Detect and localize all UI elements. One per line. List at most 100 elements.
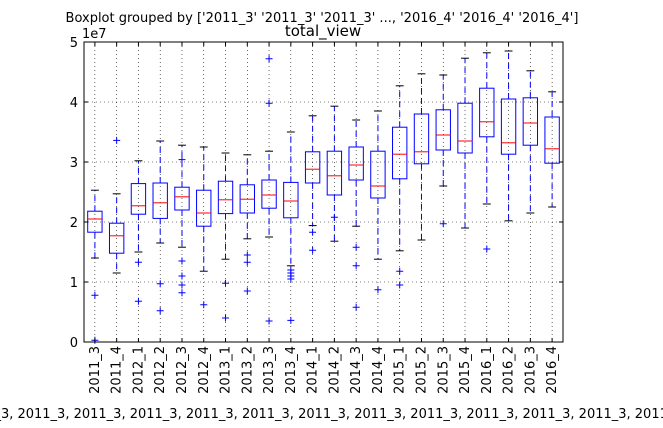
x-tick-label: 2015_1 bbox=[393, 346, 408, 394]
box-iqr bbox=[522, 97, 539, 146]
flier-marker bbox=[287, 316, 295, 324]
box-iqr bbox=[130, 183, 147, 215]
box-2012_3 bbox=[174, 144, 190, 297]
box-iqr bbox=[479, 87, 495, 138]
box-iqr bbox=[392, 126, 408, 180]
flier-marker bbox=[352, 243, 360, 251]
boxes-layer bbox=[87, 50, 560, 344]
box-2014_3 bbox=[348, 119, 364, 311]
y-tick-label: 1 bbox=[70, 276, 78, 291]
y-tick-label: 4 bbox=[70, 96, 78, 111]
box-2014_1 bbox=[304, 115, 321, 254]
flier-marker bbox=[243, 251, 251, 259]
box-2014_4 bbox=[370, 110, 386, 294]
flier-marker bbox=[178, 156, 186, 164]
x-tick-label: 2012_2 bbox=[153, 346, 168, 394]
flier-marker bbox=[156, 307, 164, 315]
flier-marker bbox=[374, 286, 382, 294]
x-tick-label: 2014_1 bbox=[306, 346, 321, 394]
flier-marker bbox=[134, 297, 142, 305]
box-iqr bbox=[217, 180, 234, 215]
box-2015_1 bbox=[392, 85, 408, 289]
x-tick-label: 2013_3 bbox=[262, 346, 277, 394]
box-2013_3 bbox=[261, 55, 277, 325]
x-tick-label: 2013_1 bbox=[219, 346, 234, 394]
x-tick-label: 2015_4 bbox=[458, 346, 473, 394]
flier-marker bbox=[134, 258, 142, 266]
grid-lines bbox=[84, 42, 563, 342]
box-iqr bbox=[544, 116, 560, 164]
flier-marker bbox=[243, 287, 251, 295]
y-tick-label: 2 bbox=[70, 216, 78, 231]
box-2015_3 bbox=[435, 74, 451, 228]
flier-marker bbox=[309, 228, 317, 236]
flier-marker bbox=[265, 55, 273, 63]
x-axis-label: 2011_3, 2011_3, 2011_3, 2011_3, 2011_3, … bbox=[0, 407, 663, 422]
flier-marker bbox=[265, 317, 273, 325]
x-tick-label: 2016_2 bbox=[502, 346, 517, 394]
box-2013_4 bbox=[283, 131, 299, 324]
box-2016_3 bbox=[522, 70, 539, 214]
x-tick-label: 2015_3 bbox=[436, 346, 451, 394]
x-tick-label: 2016_3 bbox=[523, 346, 538, 394]
flier-marker bbox=[222, 279, 230, 287]
box-iqr bbox=[457, 102, 473, 154]
flier-marker bbox=[396, 267, 404, 275]
box-iqr bbox=[413, 113, 430, 165]
flier-marker bbox=[483, 245, 491, 253]
flier-marker bbox=[265, 99, 273, 107]
flier-marker bbox=[113, 136, 121, 144]
box-iqr bbox=[196, 189, 212, 227]
box-iqr bbox=[348, 146, 364, 181]
x-tick-label: 2014_2 bbox=[327, 346, 342, 394]
x-tick-label: 2014_4 bbox=[371, 346, 386, 394]
flier-marker bbox=[91, 291, 99, 299]
flier-marker bbox=[309, 246, 317, 254]
y-axis-multiplier: 1e7 bbox=[82, 27, 107, 42]
flier-marker bbox=[287, 275, 295, 283]
box-iqr bbox=[261, 179, 277, 209]
box-iqr bbox=[108, 222, 125, 254]
flier-marker bbox=[352, 303, 360, 311]
box-2011_4 bbox=[108, 136, 125, 274]
flier-marker bbox=[396, 281, 404, 289]
flier-marker bbox=[156, 280, 164, 288]
plot-area-frame bbox=[83, 41, 564, 343]
y-tick-label: 3 bbox=[70, 156, 78, 171]
x-tick-label: 2012_1 bbox=[131, 346, 146, 394]
x-tick-label: 2016_1 bbox=[480, 346, 495, 394]
y-tick-label: 5 bbox=[70, 36, 78, 51]
flier-marker bbox=[200, 301, 208, 309]
box-iqr bbox=[283, 181, 299, 219]
flier-marker bbox=[222, 314, 230, 322]
box-iqr bbox=[500, 98, 517, 155]
box-iqr bbox=[326, 150, 343, 196]
y-tick-label: 0 bbox=[70, 336, 78, 351]
box-iqr bbox=[304, 151, 321, 184]
x-tick-label: 2015_2 bbox=[414, 346, 429, 394]
flier-marker bbox=[178, 272, 186, 280]
box-2015_2 bbox=[413, 73, 430, 241]
box-2012_2 bbox=[152, 140, 168, 315]
flier-marker bbox=[178, 289, 186, 297]
box-iqr bbox=[370, 150, 386, 199]
box-2014_2 bbox=[326, 105, 343, 242]
box-2016_1 bbox=[479, 52, 495, 253]
x-tick-label: 2011_3 bbox=[88, 346, 103, 394]
box-2013_1 bbox=[217, 152, 234, 322]
box-iqr bbox=[174, 186, 190, 211]
x-tick-label: 2014_3 bbox=[349, 346, 364, 394]
chart-suptitle: Boxplot grouped by ['2011_3' '2011_3' '2… bbox=[66, 11, 579, 26]
x-tick-label: 2013_4 bbox=[284, 346, 299, 394]
x-tick-label: 2011_4 bbox=[110, 346, 125, 394]
x-tick-label: 2012_4 bbox=[197, 346, 212, 394]
flier-marker bbox=[178, 257, 186, 265]
x-tick-label: 2012_3 bbox=[175, 346, 190, 394]
box-iqr bbox=[435, 109, 451, 151]
flier-marker bbox=[243, 258, 251, 266]
box-2015_4 bbox=[457, 57, 473, 229]
box-2012_1 bbox=[130, 160, 147, 305]
box-2016_2 bbox=[500, 50, 517, 222]
chart-title: total_view bbox=[285, 22, 361, 41]
